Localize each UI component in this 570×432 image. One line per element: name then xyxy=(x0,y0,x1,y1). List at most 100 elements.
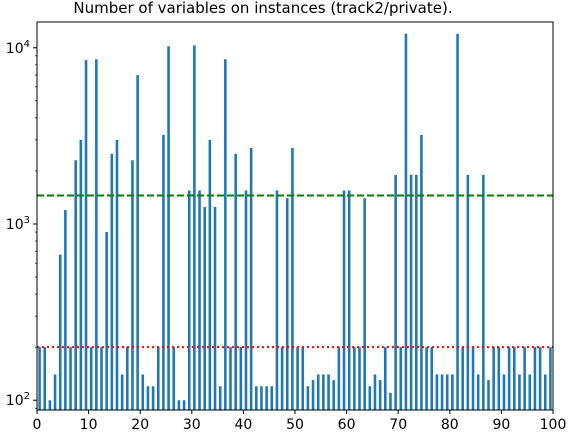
bar xyxy=(404,33,408,411)
bar xyxy=(461,347,464,410)
bar xyxy=(425,347,428,410)
bar xyxy=(43,347,47,410)
bar xyxy=(363,198,366,410)
bar xyxy=(538,347,542,410)
bar xyxy=(285,198,289,410)
bar xyxy=(172,347,176,410)
x-tick-label: 0 xyxy=(33,417,42,432)
bar xyxy=(255,386,258,410)
bar xyxy=(177,400,181,410)
bar xyxy=(100,347,103,410)
x-tick-label: 70 xyxy=(389,417,407,432)
bar xyxy=(291,147,294,410)
bar xyxy=(64,210,67,410)
bar xyxy=(69,347,72,410)
bar xyxy=(95,59,98,411)
x-tick-label: 50 xyxy=(286,417,304,432)
bar xyxy=(373,374,377,410)
x-tick-label: 90 xyxy=(492,417,510,432)
bar xyxy=(476,374,480,410)
bar xyxy=(306,386,310,410)
bar xyxy=(353,347,356,410)
bar xyxy=(131,160,134,410)
bar xyxy=(378,380,382,410)
bar xyxy=(151,386,155,410)
bar xyxy=(533,347,537,410)
x-tick-label: 20 xyxy=(131,417,149,432)
bar xyxy=(193,45,196,411)
bar xyxy=(337,347,341,410)
bar xyxy=(399,347,403,410)
bar xyxy=(482,174,485,410)
bar xyxy=(182,400,186,410)
x-tick-label: 40 xyxy=(234,417,252,432)
x-tick-label: 30 xyxy=(183,417,201,432)
bar xyxy=(451,374,454,410)
bar xyxy=(523,347,526,410)
bar xyxy=(53,374,57,410)
bar xyxy=(316,374,320,410)
bar xyxy=(48,400,52,410)
bar xyxy=(456,33,459,411)
bar xyxy=(115,139,119,410)
x-tick-label: 100 xyxy=(540,417,567,432)
bar xyxy=(187,190,191,410)
bar xyxy=(301,347,305,410)
bar xyxy=(435,374,439,410)
bar xyxy=(513,347,516,410)
bar xyxy=(58,254,62,410)
bar xyxy=(280,347,284,410)
bar xyxy=(528,374,532,410)
bar xyxy=(208,139,212,410)
x-tick-label: 60 xyxy=(338,417,356,432)
bar xyxy=(502,374,506,410)
bar xyxy=(270,386,274,410)
bar xyxy=(487,380,490,410)
bar xyxy=(492,347,495,410)
bar xyxy=(249,147,253,410)
bar xyxy=(332,380,335,410)
bar xyxy=(239,347,243,410)
bar xyxy=(198,190,201,410)
bar xyxy=(167,46,170,411)
bar xyxy=(322,374,325,410)
bar xyxy=(414,174,418,410)
bar xyxy=(440,374,444,410)
bar xyxy=(203,206,206,410)
bar xyxy=(409,174,413,410)
bar xyxy=(347,190,351,410)
y-tick-label: 102 xyxy=(6,391,30,409)
bar xyxy=(74,160,77,410)
y-tick-label: 103 xyxy=(6,215,30,233)
bar xyxy=(445,374,449,410)
bar xyxy=(265,386,268,410)
bar xyxy=(342,190,346,410)
bar xyxy=(146,386,150,410)
bar xyxy=(224,59,227,411)
bar xyxy=(507,347,511,410)
bars-group xyxy=(38,33,552,411)
bar xyxy=(244,190,248,410)
bar xyxy=(260,386,263,410)
bar xyxy=(110,153,114,410)
bar xyxy=(420,134,423,410)
bar xyxy=(471,347,475,410)
bar xyxy=(327,374,330,410)
bar xyxy=(84,60,88,410)
bar xyxy=(141,374,145,410)
bar xyxy=(105,232,108,410)
bar xyxy=(126,347,129,410)
bar xyxy=(394,174,397,410)
bar xyxy=(518,374,521,410)
bar xyxy=(384,347,387,410)
bar xyxy=(466,174,470,410)
bar xyxy=(389,392,392,410)
bar xyxy=(156,347,160,410)
bar xyxy=(79,139,83,410)
bar xyxy=(430,347,434,410)
bar xyxy=(497,347,501,410)
x-tick-label: 10 xyxy=(80,417,98,432)
bar xyxy=(296,347,299,410)
